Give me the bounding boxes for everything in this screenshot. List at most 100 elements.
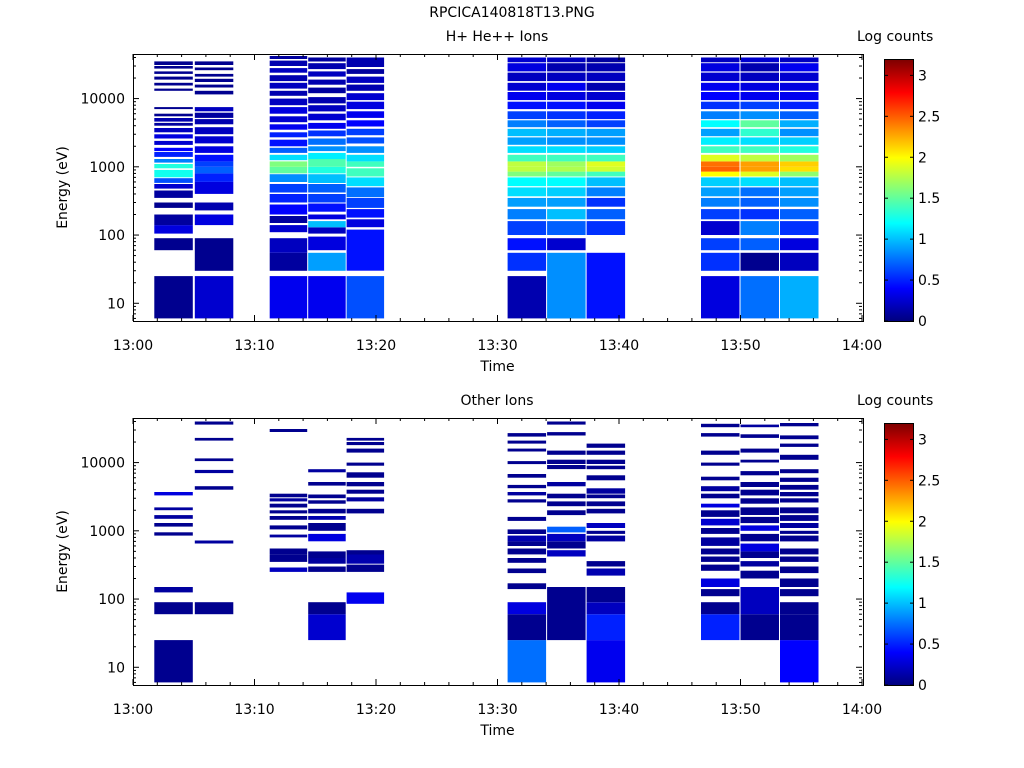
heatmap-cell <box>346 489 385 494</box>
heatmap-cell <box>194 181 234 194</box>
heatmap-cell <box>269 503 308 508</box>
heatmap-cell <box>346 177 385 187</box>
heatmap-cell <box>308 194 346 203</box>
heatmap-cell <box>740 209 779 220</box>
heatmap-cell <box>701 510 740 517</box>
heatmap-cell <box>780 252 819 271</box>
axes <box>132 418 914 686</box>
heatmap-cell <box>547 177 586 187</box>
heatmap-cell <box>740 276 779 319</box>
heatmap-cell <box>269 68 308 73</box>
heatmap-cell <box>154 88 193 91</box>
heatmap-cell <box>740 498 779 504</box>
heatmap-cell <box>269 225 308 233</box>
heatmap-cell <box>507 276 547 319</box>
heatmap-cell <box>269 98 308 106</box>
heatmap-cell <box>547 154 586 162</box>
heatmap-cell <box>701 462 740 466</box>
colorbar <box>884 423 914 686</box>
heatmap-cell <box>507 111 547 120</box>
heatmap-cell <box>154 122 193 126</box>
heatmap-cell <box>507 461 547 465</box>
heatmap-cell <box>547 541 586 549</box>
heatmap-cell <box>586 443 626 448</box>
heatmap-cell <box>547 146 586 153</box>
heatmap-cell <box>780 154 819 162</box>
x-tick-label: 13:50 <box>720 702 760 718</box>
heatmap-cell <box>547 57 586 63</box>
x-tick-label: 14:00 <box>842 702 882 718</box>
heatmap-cell <box>346 84 385 91</box>
heatmap-cell <box>780 530 819 534</box>
heatmap-cell <box>701 476 740 481</box>
heatmap-cell <box>701 528 740 534</box>
heatmap-cell <box>507 516 547 521</box>
heatmap-cell <box>547 533 586 542</box>
heatmap-cell <box>701 548 740 555</box>
heatmap-cell <box>308 97 346 104</box>
heatmap-cell <box>586 252 626 319</box>
y-axis-label: Energy (eV) <box>55 146 71 229</box>
heatmap-cell <box>740 489 779 496</box>
heatmap-cell <box>740 587 779 615</box>
heatmap-cell <box>586 209 626 220</box>
heatmap-cell <box>780 548 819 555</box>
heatmap-cell <box>507 154 547 162</box>
heatmap-cell <box>154 587 193 593</box>
heatmap-cell <box>586 535 626 542</box>
heatmap-cell <box>507 197 547 207</box>
heatmap-cell <box>547 421 586 425</box>
heatmap-cell <box>308 516 346 520</box>
heatmap-cell <box>701 276 740 319</box>
y-axis-label: Energy (eV) <box>55 510 71 593</box>
heatmap-cell <box>507 535 547 542</box>
heatmap-cell <box>346 76 385 83</box>
heatmap-cell <box>780 238 819 251</box>
heatmap-cell <box>346 508 385 514</box>
heatmap-cell <box>586 154 626 162</box>
heatmap-cell <box>346 276 385 319</box>
heatmap-cell <box>586 459 626 464</box>
heatmap-cell <box>547 238 586 251</box>
heatmap-cell <box>780 57 819 63</box>
heatmap-cell <box>507 171 547 177</box>
heatmap-cell <box>507 137 547 145</box>
heatmap-cell <box>780 161 819 167</box>
heatmap-cell <box>269 548 308 555</box>
heatmap-cell <box>507 492 547 496</box>
heatmap-cell <box>507 221 547 235</box>
heatmap-cell <box>154 164 193 169</box>
heatmap-cell <box>701 92 740 101</box>
y-tick-label: 100 <box>98 592 125 608</box>
heatmap-cell <box>547 221 586 235</box>
heatmap-cell <box>154 178 193 183</box>
heatmap-cell <box>780 515 819 521</box>
heatmap-cell <box>740 197 779 207</box>
heatmap-cell <box>586 523 626 528</box>
heatmap-cell <box>194 161 234 167</box>
heatmap-cell <box>547 161 586 167</box>
colorbar-tick-label: 3 <box>918 432 927 448</box>
heatmap-cell <box>308 500 346 504</box>
heatmap-cell <box>547 111 586 120</box>
heatmap-cell <box>269 204 308 215</box>
heatmap-cell <box>507 238 547 251</box>
heatmap-cell <box>507 146 547 153</box>
heatmap-cell <box>346 592 385 604</box>
heatmap-cell <box>547 171 586 177</box>
heatmap-cell <box>346 554 385 564</box>
x-tick-label: 13:00 <box>113 338 153 354</box>
heatmap-cell <box>507 499 547 503</box>
heatmap-cell <box>346 128 385 136</box>
heatmap-cell <box>194 276 234 319</box>
heatmap-cell <box>701 63 740 72</box>
heatmap-cell <box>740 525 779 531</box>
heatmap-cell <box>547 63 586 72</box>
heatmap-cell <box>701 614 740 641</box>
heatmap-cell <box>154 523 193 527</box>
heatmap-cell <box>780 187 819 197</box>
heatmap-cell <box>308 566 346 572</box>
heatmap-cell <box>269 154 308 161</box>
